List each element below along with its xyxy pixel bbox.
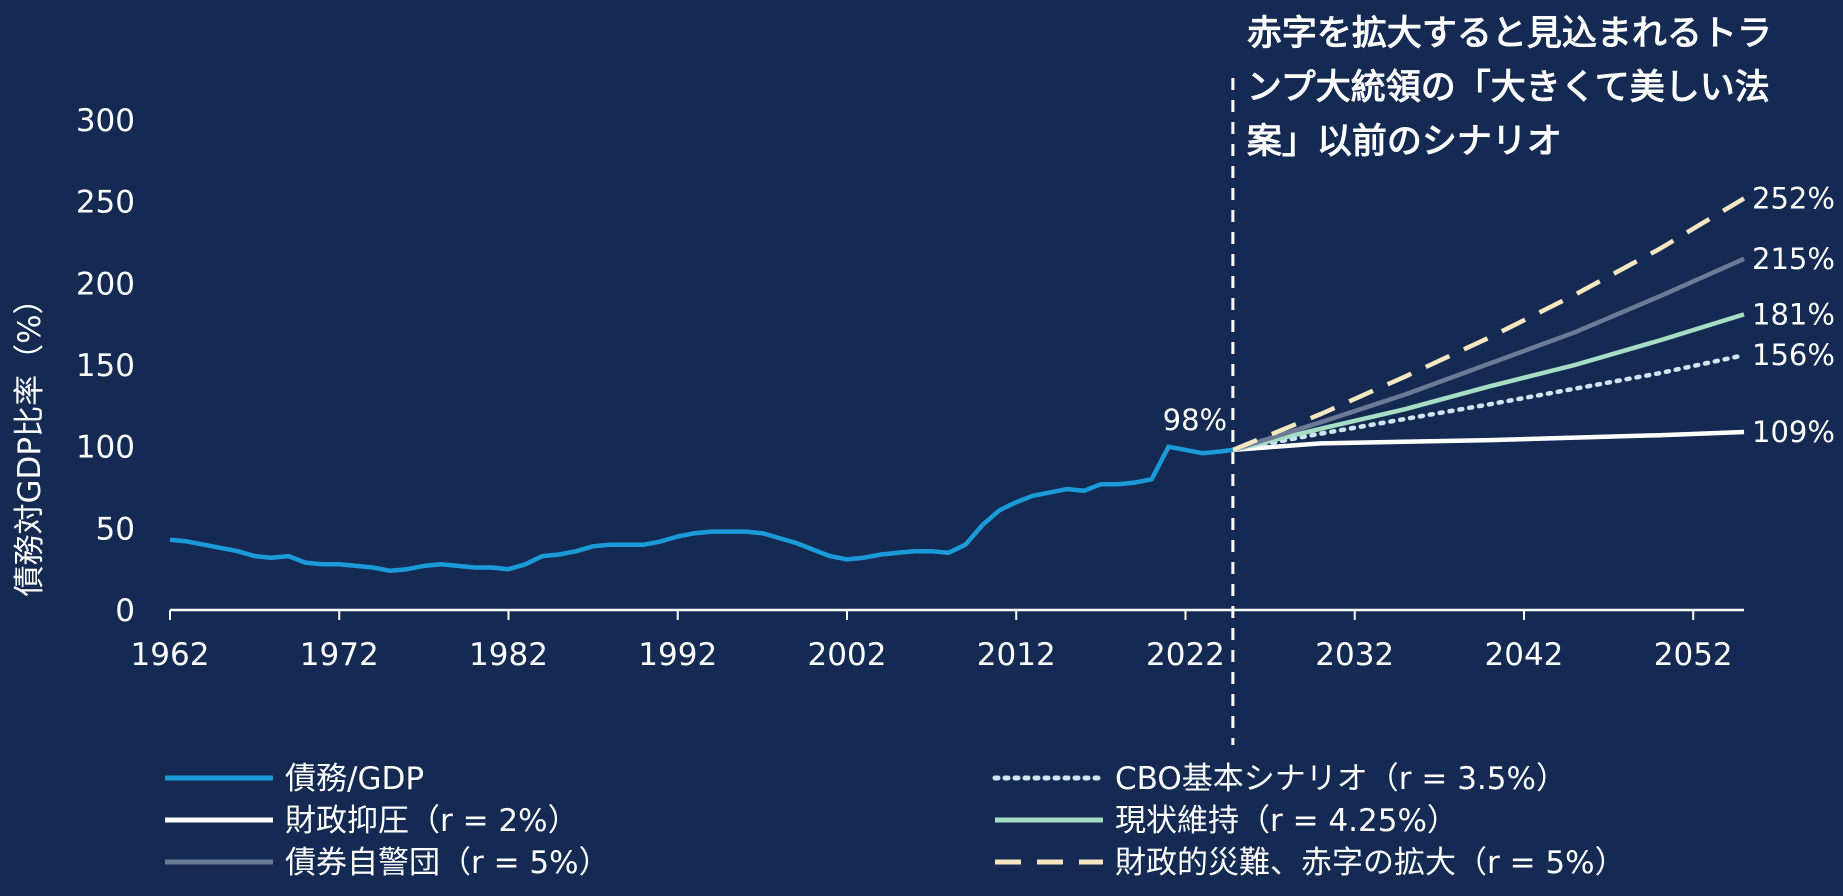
legend-label: 債務/GDP (285, 761, 424, 797)
legend-label: 債券自警団（r = 5%） (285, 845, 610, 881)
y-tick-label: 150 (76, 348, 135, 384)
series-line (1232, 312, 1745, 453)
series-end-label: 252% (1752, 181, 1835, 215)
x-tick-label: 1992 (638, 637, 717, 673)
x-tick-label: 2052 (1654, 637, 1733, 673)
series-end-label: 109% (1752, 415, 1835, 449)
series-line (1230, 352, 1747, 453)
legend-item: 債務/GDP (165, 761, 424, 797)
x-tick-label: 2002 (808, 637, 887, 673)
legend-item: 債券自警団（r = 5%） (165, 845, 610, 881)
x-axis-ticks: 1962 1972 1982 1992 2002 2012 2022 2032 2042 2052 (131, 610, 1733, 673)
legend-item: 現状維持（r = 4.25%） (995, 803, 1458, 839)
x-tick-label: 2042 (1485, 637, 1564, 673)
y-tick-label: 200 (76, 266, 135, 302)
y-axis-label: 債務対GDP比率（%） (12, 283, 48, 596)
x-tick-label: 2032 (1315, 637, 1394, 673)
legend: 債務/GDP 財政抑圧（r = 2%） 債券自警団（r = 5%） CBO基本シナリオ… (165, 761, 1626, 881)
series-lines (169, 196, 1747, 574)
series-line (1232, 256, 1745, 453)
series-end-label: 215% (1752, 242, 1835, 276)
y-axis-title: 債務対GDP比率（%） (12, 283, 48, 596)
annotation-line-3: 案」以前のシナリオ (1247, 122, 1562, 162)
legend-label: 現状維持（r = 4.25%） (1115, 803, 1458, 839)
y-tick-label: 250 (76, 185, 135, 221)
legend-item: 財政抑圧（r = 2%） (165, 803, 579, 839)
legend-item: 財政的災難、赤字の拡大（r = 5%） (995, 845, 1626, 881)
series-line (1232, 196, 1746, 452)
annotation-line-1: 赤字を拡大すると見込まれるトラ (1247, 14, 1772, 54)
y-axis-ticks: 0 50 100 150 200 250 300 (76, 103, 135, 629)
legend-label: 財政抑圧（r = 2%） (285, 803, 579, 839)
scenario-annotation: 赤字を拡大すると見込まれるトラ ンプ大統領の「大きくて美しい法 案」以前のシナリ… (1247, 14, 1772, 162)
series-end-label: 181% (1752, 297, 1835, 331)
end-value-labels: 109% 215% 156% 181% 252% (1752, 181, 1835, 449)
x-tick-label: 2012 (977, 637, 1056, 673)
series-end-label: 156% (1752, 338, 1835, 372)
x-tick-label: 2022 (1146, 637, 1225, 673)
y-tick-label: 50 (96, 511, 135, 547)
start-value-label: 98% (1163, 403, 1227, 437)
series-line (169, 444, 1234, 574)
annotation-line-2: ンプ大統領の「大きくて美しい法 (1247, 67, 1770, 108)
y-tick-label: 300 (76, 103, 135, 139)
legend-item: CBO基本シナリオ（r = 3.5%） (992, 761, 1567, 797)
x-tick-label: 1982 (469, 637, 548, 673)
legend-label: 財政的災難、赤字の拡大（r = 5%） (1115, 845, 1626, 881)
x-tick-label: 1972 (300, 637, 379, 673)
legend-label: CBO基本シナリオ（r = 3.5%） (1115, 761, 1567, 797)
y-tick-label: 100 (76, 430, 135, 466)
series-line (1232, 429, 1745, 453)
y-tick-label: 0 (115, 593, 135, 629)
x-tick-label: 1962 (131, 637, 210, 673)
